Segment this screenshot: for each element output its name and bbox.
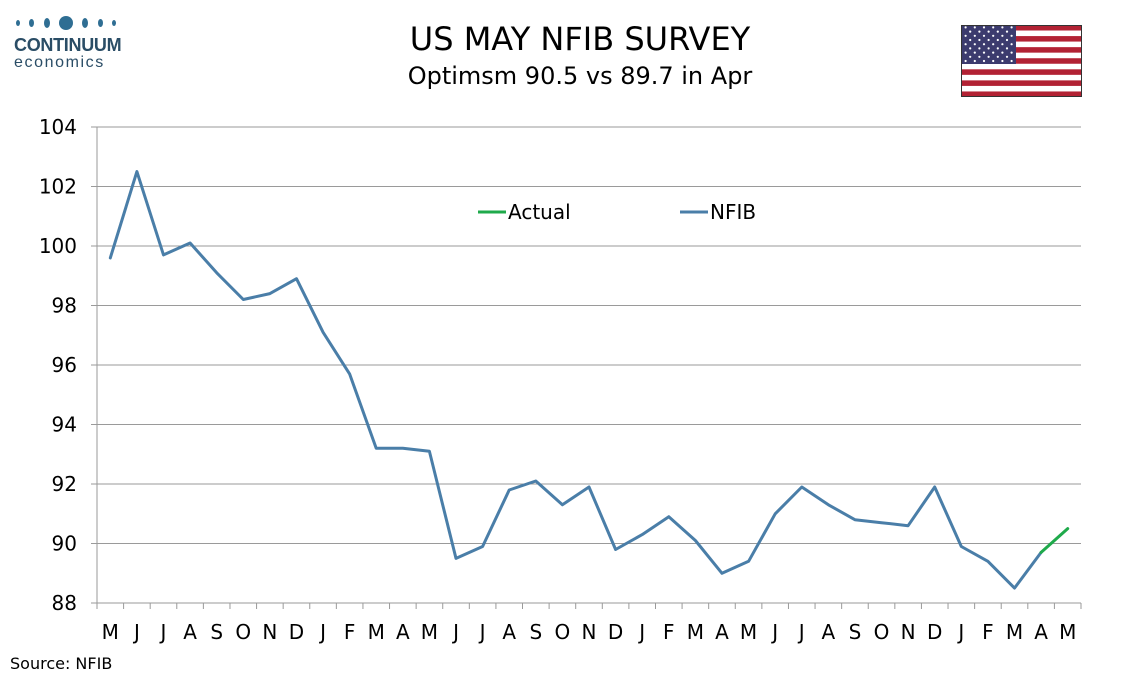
x-tick-label: A bbox=[1034, 620, 1048, 644]
y-tick-label: 96 bbox=[52, 353, 77, 377]
x-tick-label: D bbox=[927, 620, 942, 644]
y-tick-label: 88 bbox=[52, 591, 77, 615]
y-axis-ticks: 88 90 92 94 96 98 100 102 104 bbox=[39, 115, 77, 615]
x-tick-label: F bbox=[663, 620, 675, 644]
chart-title: US MAY NFIB SURVEY bbox=[409, 20, 751, 58]
x-tick-label: N bbox=[901, 620, 916, 644]
logo-dots-icon bbox=[16, 14, 116, 32]
x-tick-label: D bbox=[289, 620, 304, 644]
x-tick-label: O bbox=[235, 620, 251, 644]
logo-subtitle: economics bbox=[14, 54, 105, 71]
legend-label-actual: Actual bbox=[508, 200, 571, 224]
x-tick-label: M bbox=[1006, 620, 1023, 644]
series-lines bbox=[108, 170, 1070, 590]
legend-label-nfib: NFIB bbox=[710, 200, 756, 224]
series-line-actual bbox=[1039, 527, 1070, 554]
x-tick-label: J bbox=[797, 620, 805, 644]
chart-subtitle: Optimsm 90.5 vs 89.7 in Apr bbox=[407, 62, 753, 90]
x-tick-label: A bbox=[502, 620, 516, 644]
x-tick-label: J bbox=[451, 620, 459, 644]
x-tick-label: F bbox=[344, 620, 356, 644]
chart-axes bbox=[96, 127, 1081, 604]
x-tick-label: N bbox=[582, 620, 597, 644]
x-tick-label: J bbox=[159, 620, 167, 644]
x-tick-label: O bbox=[874, 620, 890, 644]
x-tick-label: D bbox=[608, 620, 623, 644]
x-tick-label: M bbox=[421, 620, 438, 644]
source-note: Source: NFIB bbox=[10, 654, 113, 673]
legend: Actual NFIB bbox=[478, 200, 756, 224]
us-flag-icon bbox=[961, 25, 1082, 97]
x-tick-label: F bbox=[982, 620, 994, 644]
x-tick-label: S bbox=[529, 620, 542, 644]
x-tick-label: J bbox=[318, 620, 326, 644]
chart-gridlines bbox=[91, 126, 1081, 604]
x-tick-label: J bbox=[956, 620, 964, 644]
y-tick-label: 90 bbox=[52, 532, 77, 556]
x-tick-label: A bbox=[396, 620, 410, 644]
y-tick-label: 92 bbox=[52, 472, 77, 496]
x-tick-label: M bbox=[740, 620, 757, 644]
x-tick-label: M bbox=[687, 620, 704, 644]
x-tick-label: S bbox=[849, 620, 862, 644]
x-tick-label: J bbox=[478, 620, 486, 644]
series-line-nfib bbox=[108, 170, 1043, 590]
y-tick-label: 98 bbox=[52, 294, 77, 318]
logo-name: CONTINUUM bbox=[14, 35, 122, 55]
y-tick-label: 102 bbox=[39, 175, 77, 199]
x-tick-label: J bbox=[770, 620, 778, 644]
x-tick-label: A bbox=[183, 620, 197, 644]
continuum-logo: CONTINUUM economics bbox=[14, 14, 134, 71]
x-tick-label: O bbox=[555, 620, 571, 644]
y-tick-label: 104 bbox=[39, 115, 77, 139]
x-tick-label: S bbox=[210, 620, 223, 644]
x-tick-label: M bbox=[368, 620, 385, 644]
x-tick-label: M bbox=[1059, 620, 1076, 644]
x-tick-label: J bbox=[132, 620, 140, 644]
x-tick-label: N bbox=[262, 620, 277, 644]
y-tick-label: 94 bbox=[52, 413, 77, 437]
y-tick-label: 100 bbox=[39, 234, 77, 258]
x-tick-label: M bbox=[102, 620, 119, 644]
x-tick-label: J bbox=[637, 620, 645, 644]
x-tick-label: A bbox=[715, 620, 729, 644]
x-tick-label: A bbox=[822, 620, 836, 644]
